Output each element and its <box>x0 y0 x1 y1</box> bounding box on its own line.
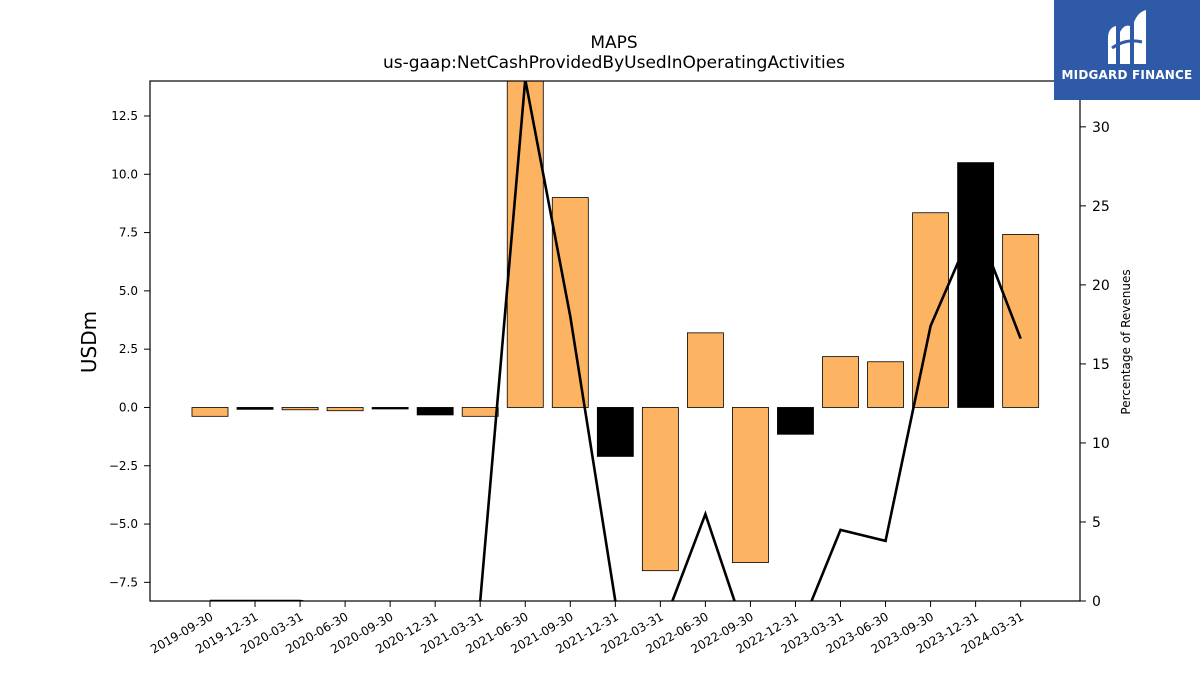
logo: MIDGARD FINANCE <box>1054 0 1200 100</box>
y-axis-label: USDm <box>77 311 101 373</box>
bar <box>641 407 679 572</box>
y-tick-label: −5.0 <box>109 517 138 531</box>
bar <box>281 407 319 411</box>
y-tick-label-right: 5 <box>1092 515 1101 531</box>
bar <box>957 162 995 408</box>
bar-group <box>191 81 1040 601</box>
bar <box>777 407 814 435</box>
y-tick-label-right: 25 <box>1092 199 1110 215</box>
bar <box>732 407 769 563</box>
bar <box>686 332 724 408</box>
y-tick-label-right: 10 <box>1092 436 1110 452</box>
y-tick-label-right: 20 <box>1092 278 1110 294</box>
y-tick-label-right: 30 <box>1092 120 1110 136</box>
bar <box>822 356 859 408</box>
y-tick-label: 10.0 <box>111 167 138 181</box>
bar <box>326 407 364 412</box>
chart-subtitle: us-gaap:NetCashProvidedByUsedInOperating… <box>383 53 845 73</box>
y-tick-label: 12.5 <box>111 109 138 123</box>
y-tick-label-right: 0 <box>1092 594 1101 610</box>
y-axis-label-right: Percentage of Revenues <box>1119 269 1133 414</box>
bar <box>506 81 544 408</box>
bar <box>867 361 904 408</box>
bar <box>1002 234 1040 408</box>
y-tick-label: −2.5 <box>109 459 138 473</box>
bar <box>191 407 229 417</box>
chart-title: MAPS <box>590 33 637 53</box>
y-tick-label: 7.5 <box>119 226 138 240</box>
plot-area: 12.5 10.0 7.5 5.0 2.5 0.0 −2.5 −5.0 −7.5 30 25 20 15… <box>109 80 1110 656</box>
logo-mark-icon <box>1108 10 1146 65</box>
y-tick-label: 2.5 <box>119 342 138 356</box>
revenue-percentage-line <box>210 81 1022 601</box>
logo-text: MIDGARD FINANCE <box>1061 68 1193 82</box>
bar <box>461 407 499 417</box>
bar <box>371 407 409 410</box>
bar <box>912 212 949 408</box>
bar <box>236 407 274 410</box>
bar <box>596 407 634 457</box>
bar <box>416 407 454 416</box>
bar <box>551 197 589 408</box>
y-tick-label: −7.5 <box>109 575 138 589</box>
y-tick-label: 0.0 <box>119 400 138 414</box>
y-tick-label-right: 15 <box>1092 357 1110 373</box>
y-tick-label: 5.0 <box>119 284 138 298</box>
